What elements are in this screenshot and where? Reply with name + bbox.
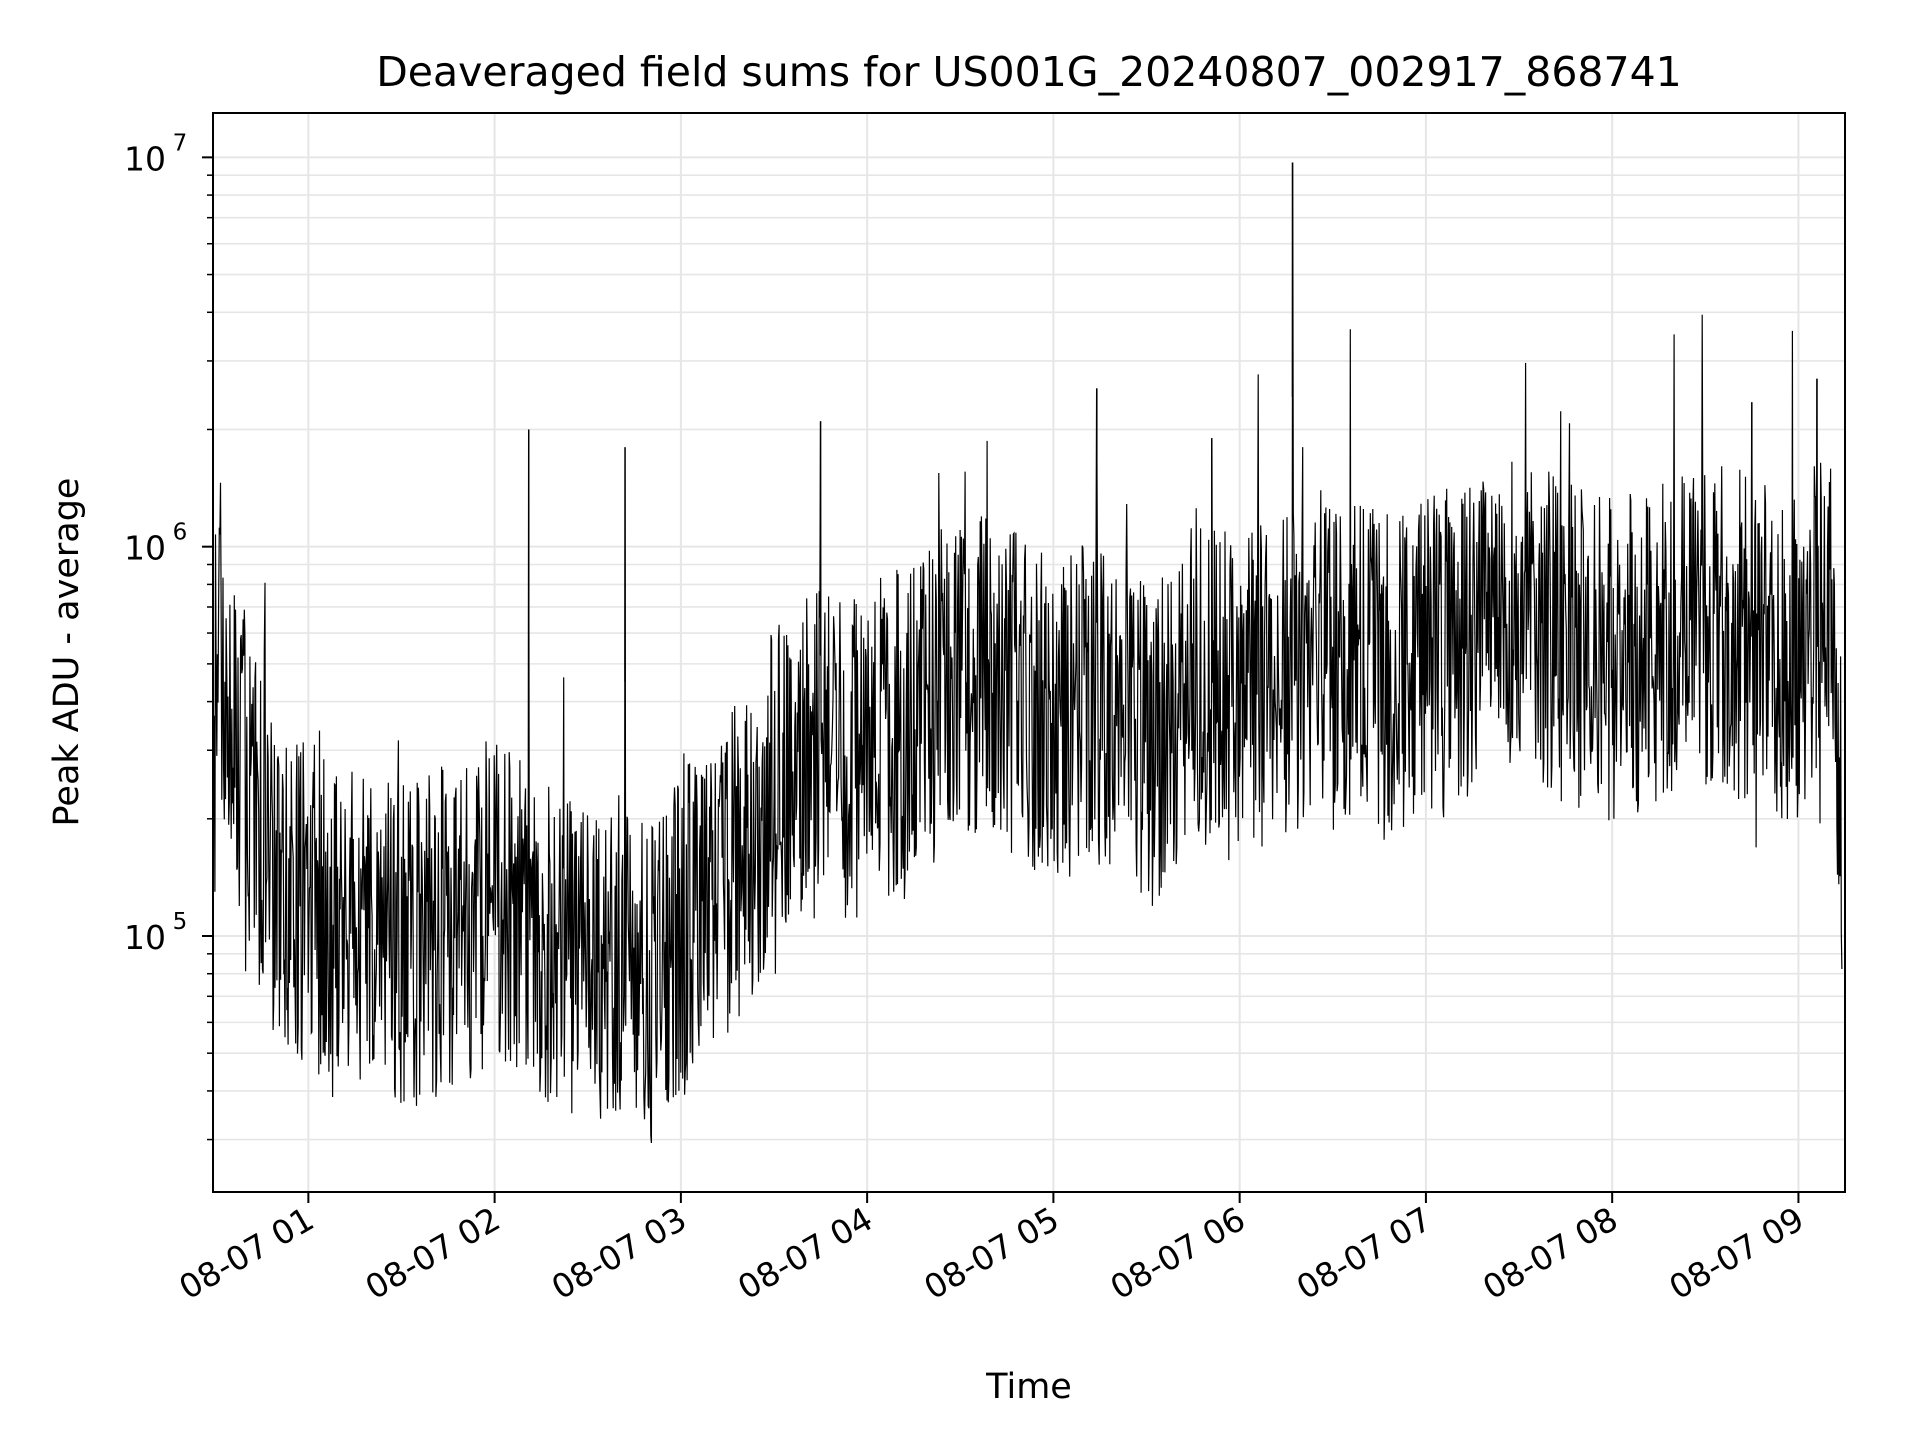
chart-title: Deaveraged field sums for US001G_2024080… xyxy=(376,48,1682,96)
y-tick-label: 10 xyxy=(124,529,166,568)
y-tick-label: 10 xyxy=(124,918,166,957)
y-tick-exponent: 6 xyxy=(173,520,188,546)
x-axis-label: Time xyxy=(985,1367,1072,1407)
y-axis: 10 5 10 6 10 7 xyxy=(124,130,213,1141)
y-axis-label: Peak ADU - average xyxy=(47,478,87,827)
series-line xyxy=(213,162,1843,1144)
series-path xyxy=(213,162,1843,1144)
y-tick-label: 10 xyxy=(124,139,166,178)
plot-frame xyxy=(212,112,1846,1193)
y-tick-exponent: 7 xyxy=(173,130,188,156)
y-tick-exponent: 5 xyxy=(173,909,188,935)
